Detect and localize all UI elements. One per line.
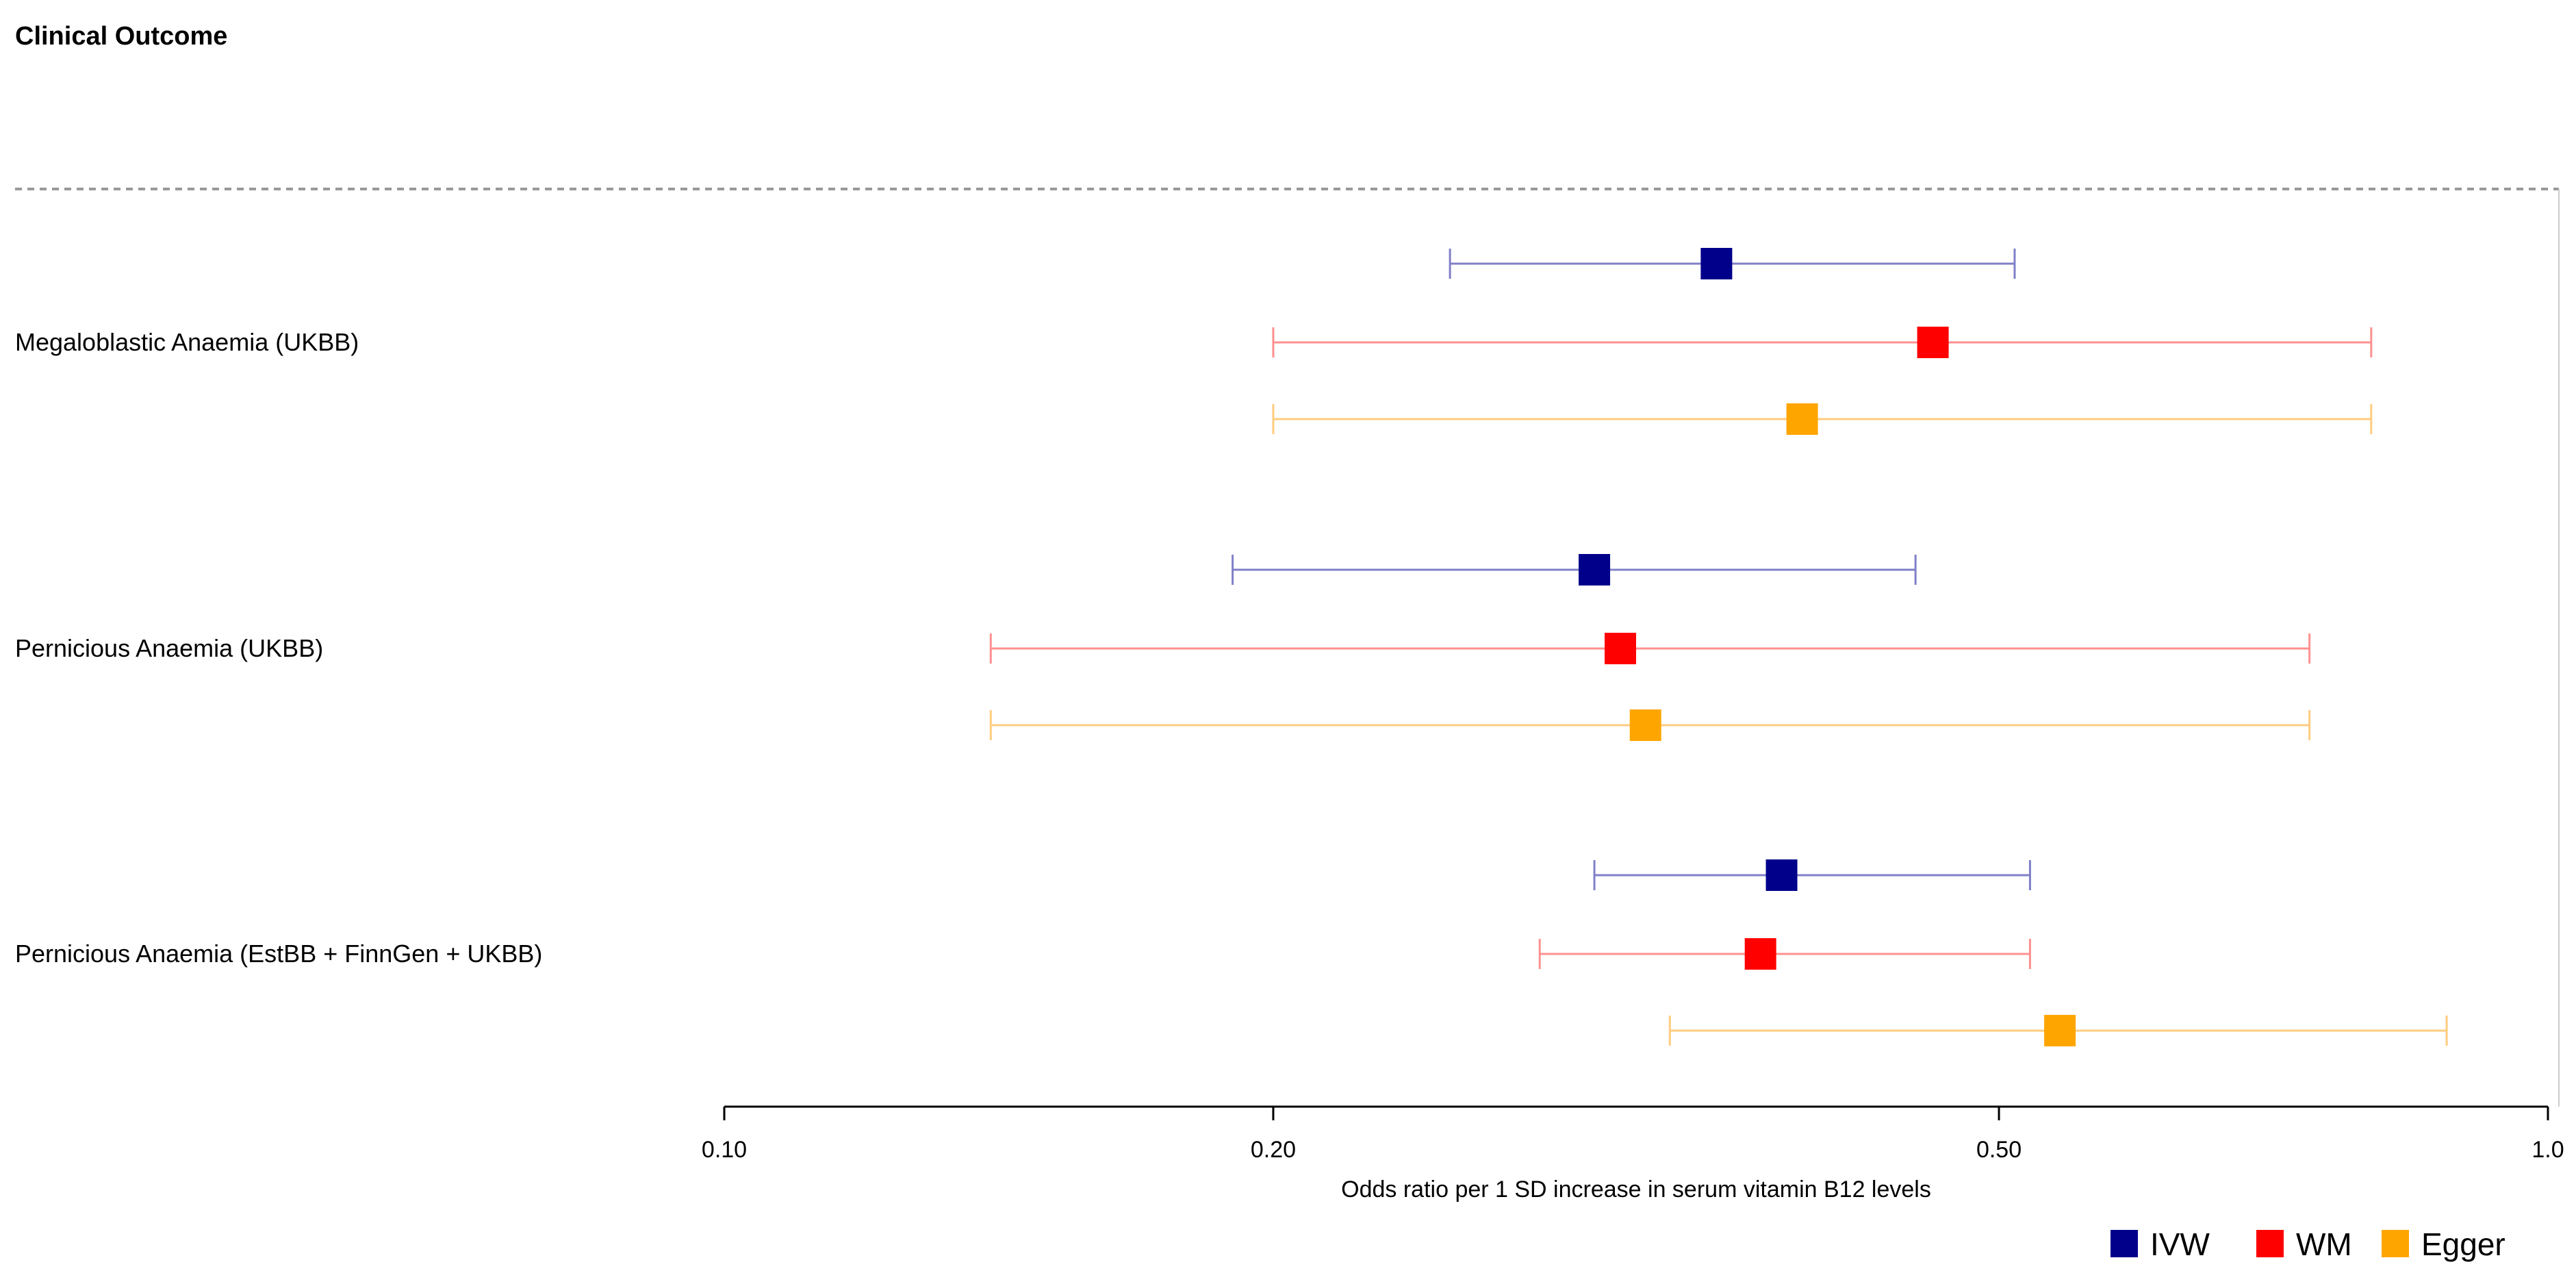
outcome-label: Megaloblastic Anaemia (UKBB) bbox=[15, 328, 359, 356]
legend-label-wm: WM bbox=[2296, 1226, 2352, 1262]
x-tick-label: 1.0 bbox=[2532, 1137, 2564, 1163]
legend-label-egger: Egger bbox=[2421, 1226, 2505, 1262]
legend-swatch-wm bbox=[2256, 1230, 2284, 1257]
outcome-label: Pernicious Anaemia (EstBB + FinnGen + UK… bbox=[15, 940, 542, 968]
point-estimate-egger bbox=[1629, 709, 1661, 741]
legend: IVW WM Egger bbox=[2110, 1226, 2505, 1262]
point-estimate-egger bbox=[1786, 403, 1818, 435]
point-estimate-ivw bbox=[1579, 554, 1611, 586]
point-estimate-ivw bbox=[1765, 859, 1798, 891]
point-estimate-egger bbox=[2044, 1015, 2076, 1046]
x-axis-ticks: 0.10 0.20 0.50 1.0 bbox=[702, 1107, 2564, 1163]
x-tick-label: 0.50 bbox=[1976, 1137, 2022, 1163]
outcome-rows: Megaloblastic Anaemia (UKBB) Pernicious A… bbox=[15, 248, 2448, 1046]
legend-swatch-ivw bbox=[2110, 1230, 2138, 1257]
point-estimate-ivw bbox=[1700, 248, 1733, 279]
x-tick-label: 0.10 bbox=[702, 1137, 747, 1163]
point-estimate-wm bbox=[1604, 633, 1636, 664]
point-estimate-wm bbox=[1917, 327, 1949, 358]
point-estimate-wm bbox=[1744, 938, 1776, 970]
outcome-label: Pernicious Anaemia (UKBB) bbox=[15, 634, 323, 662]
legend-swatch-egger bbox=[2382, 1230, 2409, 1257]
x-axis-label: Odds ratio per 1 SD increase in serum vi… bbox=[1341, 1176, 1931, 1203]
column-header: Clinical Outcome bbox=[15, 22, 227, 51]
legend-label-ivw: IVW bbox=[2150, 1226, 2210, 1262]
x-tick-label: 0.20 bbox=[1251, 1137, 1296, 1163]
